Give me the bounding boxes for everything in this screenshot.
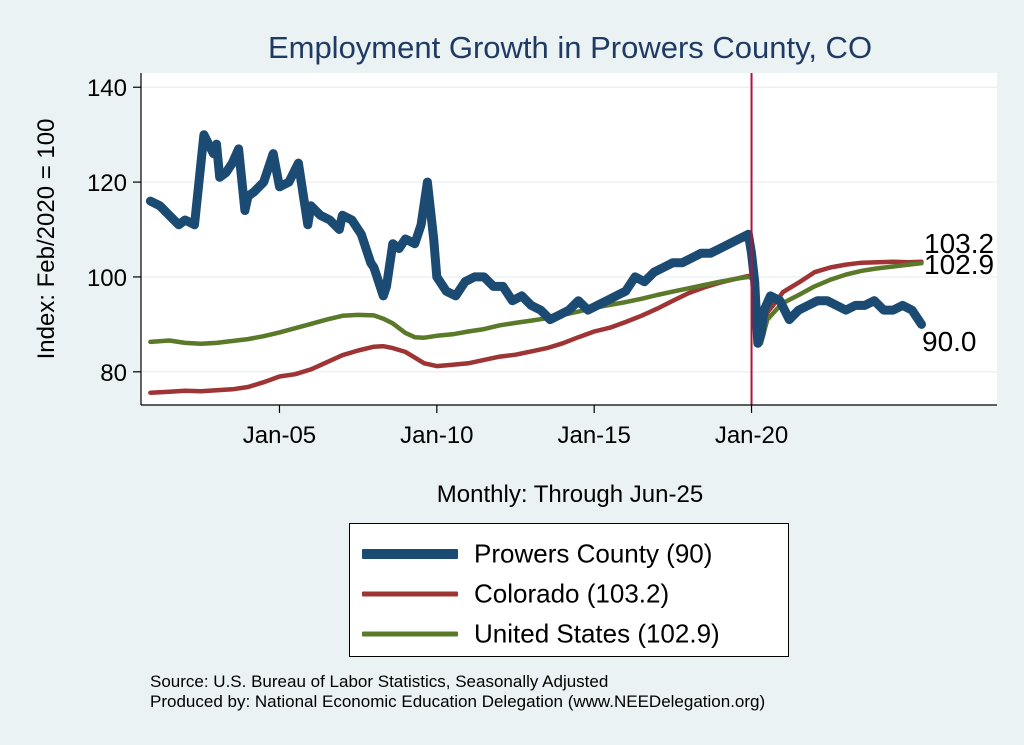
legend-item-colorado: Colorado (103.2) [350, 574, 788, 614]
legend-swatch-prowers [362, 549, 458, 559]
x-tick-label-Jan-15: Jan-15 [557, 422, 630, 449]
legend-swatch-colorado [362, 591, 458, 597]
series-line-prowers [145, 130, 926, 348]
source-line: Source: U.S. Bureau of Labor Statistics,… [150, 672, 609, 691]
gridlines [141, 86, 997, 373]
end-label-prowers: 90.0 [922, 326, 977, 357]
x-axis-ticks: Jan-05 Jan-10 Jan-15 Jan-20 [243, 405, 788, 449]
legend: Prowers County (90) Colorado (103.2) Uni… [349, 523, 789, 657]
series-line-colorado [148, 259, 924, 395]
produced-by-line: Produced by: National Economic Education… [150, 692, 766, 711]
end-label-colorado: 103.2 [924, 228, 994, 259]
y-axis-title: Index: Feb/2020 = 100 [33, 119, 60, 360]
x-tick-label-Jan-10: Jan-10 [400, 422, 473, 449]
chart-title: Employment Growth in Prowers County, CO [268, 30, 872, 65]
y-tick-label-140: 140 [87, 75, 127, 102]
x-axis-title: Monthly: Through Jun-25 [437, 481, 703, 508]
y-tick-label-120: 120 [87, 170, 127, 197]
y-axis-ticks: 80 100 120 140 [87, 75, 141, 387]
y-tick-label-80: 80 [100, 360, 127, 387]
y-tick-label-100: 100 [87, 265, 127, 292]
source-note: Source: U.S. Bureau of Labor Statistics,… [150, 672, 765, 712]
legend-item-united-states: United States (102.9) [350, 614, 788, 654]
legend-item-prowers: Prowers County (90) [350, 534, 788, 574]
legend-swatch-united-states [362, 631, 458, 637]
x-tick-label-Jan-20: Jan-20 [715, 422, 788, 449]
end-label-united-states: 102.9 [924, 249, 994, 280]
x-tick-label-Jan-05: Jan-05 [243, 422, 316, 449]
legend-label-colorado: Colorado (103.2) [474, 578, 670, 609]
plot-area [141, 73, 997, 405]
legend-label-prowers: Prowers County (90) [474, 538, 713, 569]
series-layer [145, 73, 926, 405]
legend-label-united-states: United States (102.9) [474, 618, 720, 649]
